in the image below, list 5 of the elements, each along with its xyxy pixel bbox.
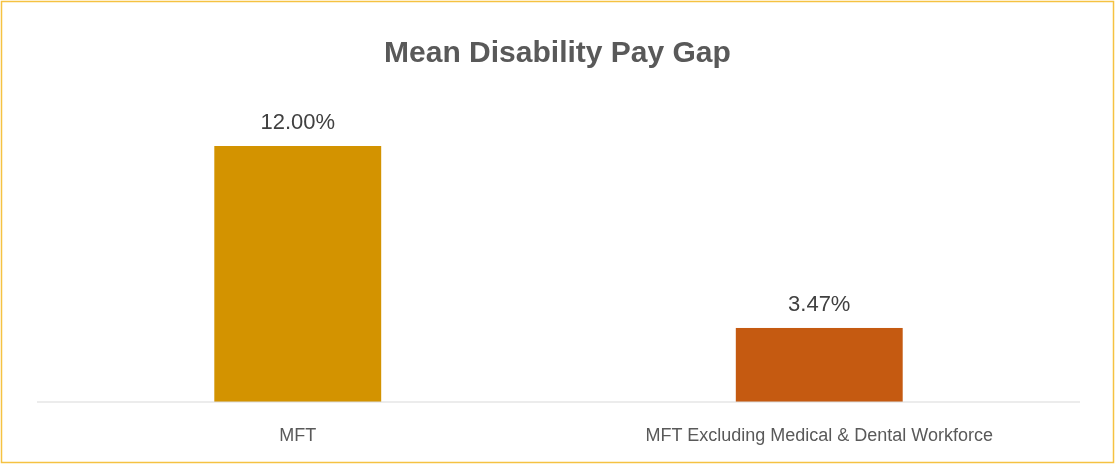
data-label: 12.00% bbox=[260, 109, 336, 134]
chart-title: Mean Disability Pay Gap bbox=[384, 35, 731, 68]
x-tick-label: MFT Excluding Medical & Dental Workforce bbox=[645, 425, 993, 445]
data-label: 3.47% bbox=[788, 290, 851, 316]
x-tick-label: MFT bbox=[279, 425, 317, 445]
